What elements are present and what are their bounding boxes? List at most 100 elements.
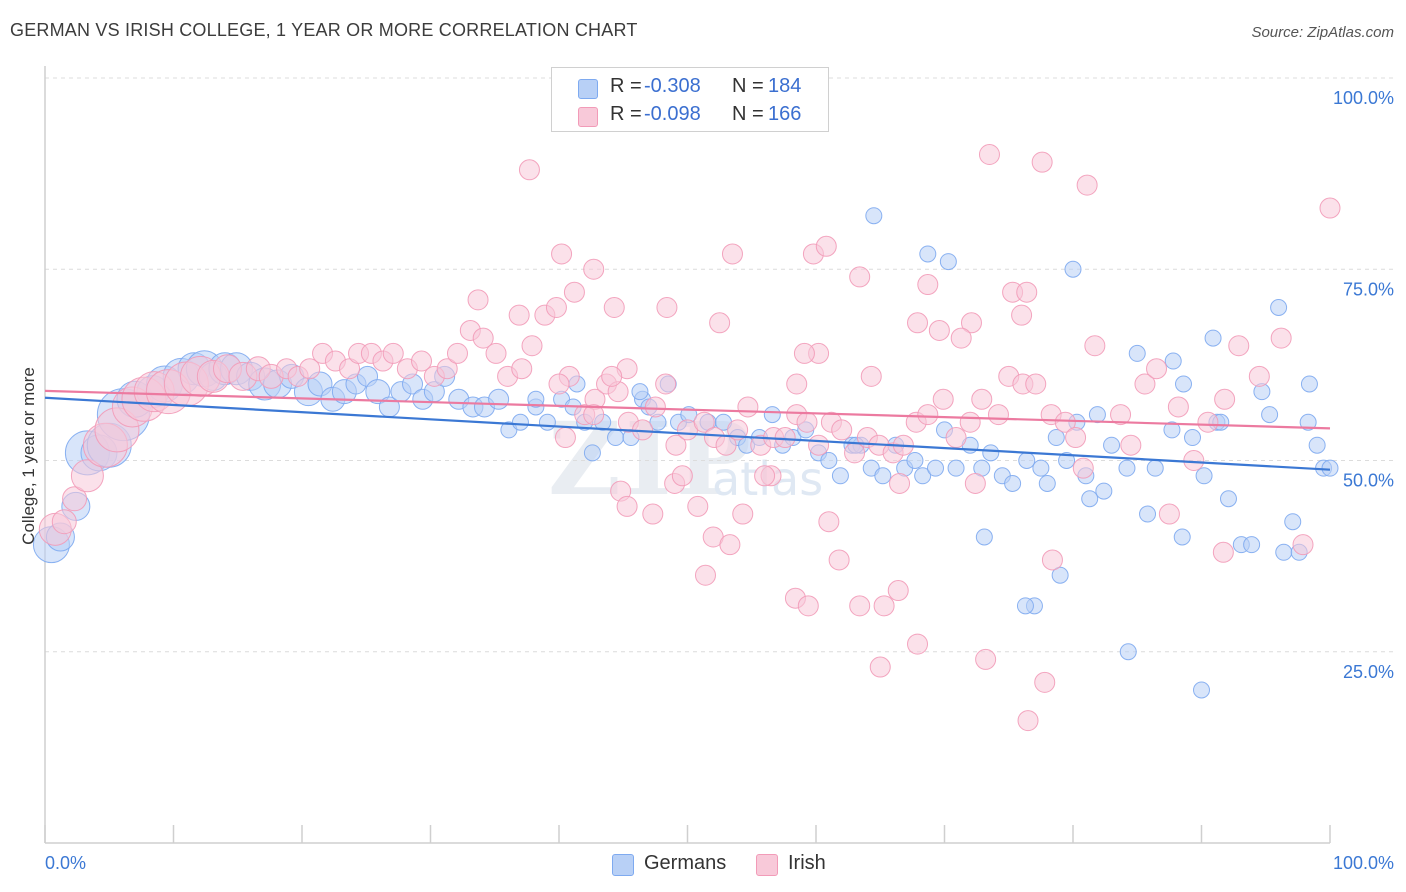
point-germans-44 — [583, 444, 601, 462]
point-irish-98 — [1076, 174, 1098, 196]
point-irish-78 — [1025, 373, 1047, 395]
point-irish-80 — [1054, 411, 1076, 433]
point-germans-106 — [1284, 513, 1302, 531]
trend-line-germans — [44, 396, 1331, 471]
point-germans-81 — [1004, 474, 1022, 492]
point-irish-106 — [917, 274, 939, 296]
point-irish-118 — [656, 297, 678, 318]
point-germans-96 — [1173, 528, 1191, 546]
point-irish-157 — [889, 472, 911, 494]
point-germans-59 — [763, 406, 781, 424]
point-irish-101 — [583, 258, 605, 280]
trend-line-irish — [44, 389, 1331, 430]
point-irish-96 — [978, 144, 1000, 165]
point-irish-123 — [793, 342, 815, 364]
y-tick-label-50: 50.0% — [1343, 471, 1394, 491]
point-irish-75 — [987, 404, 1009, 426]
point-irish-147 — [975, 648, 997, 670]
point-germans-86 — [1058, 452, 1076, 469]
legend-r-value-irish: -0.098 — [644, 103, 701, 125]
point-irish-145 — [869, 656, 891, 678]
y-tick-label-100: 100.0% — [1333, 88, 1394, 108]
point-irish-60 — [796, 411, 818, 433]
point-irish-129 — [616, 495, 638, 517]
point-germans-119 — [1204, 329, 1222, 347]
point-germans-128 — [1081, 490, 1099, 508]
point-irish-3 — [70, 459, 104, 493]
point-irish-111 — [928, 319, 950, 341]
series-swatch-germans — [612, 854, 634, 876]
point-irish-154 — [548, 373, 570, 395]
point-germans-126 — [1193, 681, 1210, 699]
point-irish-152 — [1212, 541, 1234, 563]
stats-legend: R = -0.308 N = 184 R = -0.098 N = 166 — [551, 67, 829, 132]
point-irish-141 — [828, 549, 850, 571]
point-irish-143 — [873, 595, 895, 617]
point-irish-116 — [563, 281, 585, 303]
point-germans-113 — [919, 245, 937, 263]
point-irish-148 — [1017, 710, 1039, 732]
legend-r-label: R = — [610, 75, 642, 97]
point-irish-120 — [786, 373, 808, 395]
point-irish-121 — [860, 365, 882, 387]
point-germans-114 — [939, 253, 957, 271]
legend-r-label: R = — [610, 103, 642, 125]
point-germans-65 — [831, 467, 849, 485]
point-germans-90 — [1095, 482, 1113, 500]
point-irish-93 — [1248, 365, 1270, 387]
point-irish-58 — [774, 427, 796, 449]
point-irish-117 — [603, 297, 625, 318]
legend-n-label: N = — [732, 103, 764, 125]
point-irish-47 — [644, 396, 666, 418]
point-germans-76 — [947, 459, 965, 477]
point-irish-39 — [545, 297, 567, 318]
x-tick-label-100: 100.0% — [1333, 853, 1394, 873]
point-germans-133 — [527, 390, 545, 408]
point-irish-115 — [508, 304, 530, 326]
point-irish-125 — [601, 365, 623, 387]
point-irish-112 — [907, 312, 929, 334]
point-irish-74 — [971, 388, 993, 410]
point-irish-72 — [945, 427, 967, 449]
point-irish-37 — [521, 335, 543, 357]
point-germans-73 — [914, 467, 932, 485]
point-irish-63 — [831, 419, 853, 441]
point-germans-124 — [1016, 597, 1034, 615]
point-germans-100 — [1219, 490, 1237, 508]
point-germans-95 — [1163, 421, 1181, 439]
legend-swatch-germans — [578, 79, 598, 99]
point-irish-88 — [1167, 396, 1189, 418]
point-germans-123 — [1051, 566, 1069, 584]
point-irish-95 — [518, 159, 540, 181]
point-irish-31 — [446, 342, 468, 364]
point-irish-51 — [693, 411, 715, 433]
point-irish-83 — [1084, 335, 1106, 357]
series-label-irish: Irish — [788, 852, 826, 874]
point-irish-151 — [1158, 503, 1180, 525]
point-irish-61 — [808, 434, 830, 456]
point-germans-72 — [906, 452, 924, 469]
point-irish-108 — [1016, 281, 1038, 303]
point-irish-99 — [1319, 197, 1341, 219]
point-irish-1 — [51, 509, 77, 535]
point-irish-114 — [467, 289, 489, 311]
point-irish-49 — [665, 434, 687, 456]
point-germans-82 — [1018, 452, 1036, 469]
point-irish-89 — [1183, 450, 1205, 471]
point-germans-111 — [1321, 459, 1339, 477]
point-germans-97 — [1184, 429, 1202, 447]
legend-n-value-irish: 166 — [768, 103, 802, 125]
point-germans-108 — [1299, 413, 1317, 431]
legend-r-value-germans: -0.308 — [644, 75, 701, 97]
point-irish-70 — [917, 404, 939, 426]
point-irish-54 — [727, 419, 749, 441]
series-swatch-irish — [756, 854, 778, 876]
point-germans-92 — [1118, 459, 1136, 477]
point-irish-109 — [1011, 304, 1033, 326]
point-germans-38 — [511, 413, 529, 431]
point-germans-116 — [1128, 344, 1146, 362]
point-germans-98 — [1195, 467, 1213, 485]
point-irish-135 — [719, 534, 741, 556]
point-germans-120 — [1270, 299, 1288, 316]
